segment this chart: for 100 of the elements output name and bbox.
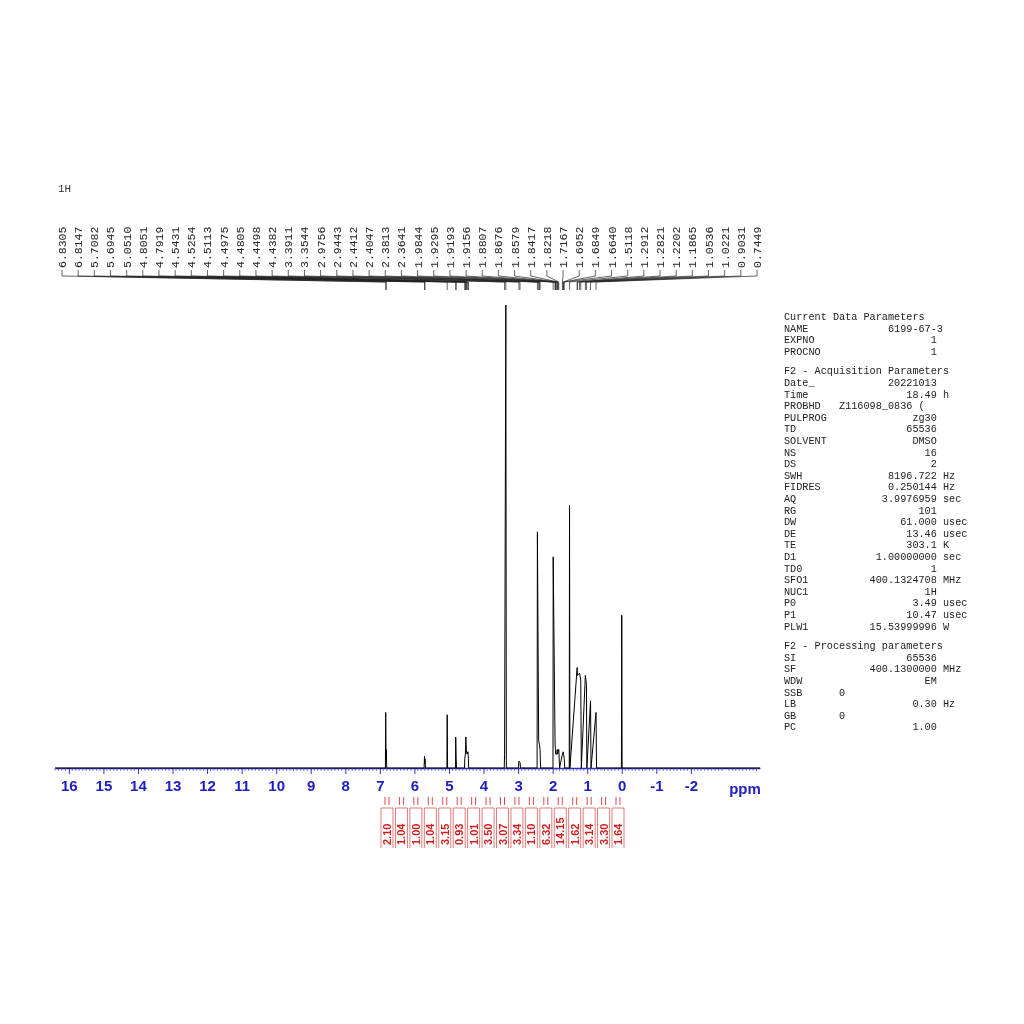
- annotation: 2.9443: [330, 226, 344, 268]
- x-tick-label: 12: [199, 776, 216, 794]
- x-tick-label: 7: [376, 776, 385, 794]
- text: Current Data Parameters: [784, 312, 925, 323]
- x-tick-label: -1: [650, 776, 664, 794]
- annotation: 2.9756: [314, 226, 328, 268]
- text: 1.10: [525, 823, 538, 845]
- text: DW 61.000 usec: [784, 517, 968, 529]
- annotation: 5.7082: [88, 226, 102, 268]
- text: PLW1 15.53999996 W: [784, 621, 950, 633]
- text: TD0 1: [784, 563, 937, 575]
- annotation: 0.7449: [751, 226, 764, 268]
- annotation: 5.0510: [120, 226, 134, 268]
- annotation: 1.8676: [492, 226, 506, 268]
- annotation: 1.9156: [460, 226, 474, 268]
- text: LB 0.30 Hz: [784, 699, 956, 711]
- annotation: 2.4047: [363, 226, 377, 268]
- annotation: 3.3544: [298, 226, 312, 268]
- chart-title: 1H: [58, 183, 72, 195]
- annotation: 1.8579: [508, 226, 522, 268]
- annotation: 1.5118: [621, 226, 635, 268]
- text: EXPNO 1: [784, 335, 937, 347]
- annotation: 1.8417: [524, 226, 538, 268]
- x-tick-label: -2: [684, 776, 699, 794]
- x-axis-title: ppm: [729, 780, 761, 797]
- text: F2 - Acquisition Parameters: [784, 366, 950, 378]
- annotation: 4.4805: [233, 226, 247, 268]
- annotation: 1.2912: [637, 226, 651, 268]
- text: SOLVENT DMSO: [784, 436, 937, 447]
- x-tick-label: 13: [164, 776, 182, 794]
- text: Time 18.49 h: [784, 389, 950, 401]
- annotation: 1.7167: [557, 226, 571, 268]
- text: NS 16: [784, 447, 937, 459]
- text: SI 65536: [784, 652, 937, 664]
- text: SF 400.1300000 MHz: [784, 664, 962, 676]
- text: 1.64: [612, 822, 624, 845]
- text: 1.62: [568, 823, 581, 845]
- text: SWH 8196.722 Hz: [784, 470, 956, 482]
- annotation: 1.2202: [670, 226, 684, 268]
- text: PROBHD Z116098_0836 (: [784, 401, 925, 413]
- annotation: 1.9295: [427, 226, 441, 268]
- text: SFO1 400.1324708 MHz: [784, 575, 962, 587]
- text: F2 - Processing parameters: [784, 641, 943, 653]
- text: 1.00: [409, 823, 422, 845]
- text: P1 10.47 usec: [784, 610, 968, 621]
- annotation: 4.4498: [249, 226, 263, 268]
- text: NAME 6199-67-3: [784, 323, 943, 335]
- text: GB 0: [784, 710, 846, 722]
- annotation: 4.5431: [169, 226, 183, 268]
- text: TD 65536: [784, 424, 937, 436]
- annotation: 2.3641: [395, 226, 409, 268]
- x-tick-label: 1: [583, 776, 592, 794]
- text: 1.04: [395, 822, 408, 845]
- text: 3.30: [597, 823, 610, 845]
- text: 3.50: [482, 823, 495, 845]
- x-tick-label: 10: [268, 776, 286, 794]
- annotation: 6.8305: [56, 226, 69, 268]
- annotation: 1.1865: [686, 226, 700, 268]
- annotation: 1.9844: [411, 226, 425, 268]
- annotation: 4.4975: [217, 226, 231, 268]
- text: PULPROG zg30: [784, 412, 937, 424]
- text: AQ 3.9976959 sec: [784, 494, 962, 505]
- annotation: 3.3911: [282, 226, 296, 268]
- text: 1.01: [467, 823, 480, 845]
- text: SSB 0: [784, 687, 846, 699]
- text: 3.14: [583, 822, 596, 845]
- text: 14.15: [554, 817, 567, 845]
- x-tick-label: 2: [548, 776, 558, 794]
- x-tick-label: 0: [618, 776, 627, 794]
- text: 2.10: [381, 823, 393, 845]
- x-tick-label: 16: [60, 776, 78, 794]
- text: PC 1.00: [784, 722, 937, 734]
- annotation: 1.6640: [605, 226, 619, 268]
- text: 0.93: [453, 823, 466, 845]
- x-tick-label: 4: [479, 776, 489, 794]
- text: NUC1 1H: [784, 586, 937, 598]
- annotation: 1.6952: [573, 226, 587, 268]
- annotation: 1.6849: [589, 226, 603, 268]
- text: 3.34: [510, 822, 523, 845]
- text: Date_ 20221013: [784, 378, 937, 389]
- text: DS 2: [784, 459, 937, 471]
- annotation: 4.5254: [185, 226, 199, 268]
- text: DE 13.46 usec: [784, 528, 968, 540]
- annotation: 1.0221: [718, 226, 732, 268]
- annotation: 4.8051: [136, 226, 150, 268]
- x-tick-label: 15: [95, 776, 113, 794]
- text: 6.32: [539, 823, 552, 845]
- annotation: 4.7919: [152, 226, 166, 268]
- text: TE 303.1 K: [784, 540, 950, 552]
- annotation: 1.0536: [702, 226, 716, 268]
- annotation: 1.8218: [540, 226, 554, 268]
- annotation: 5.6945: [104, 226, 118, 268]
- text: 1.04: [424, 822, 437, 845]
- text: RG 101: [784, 505, 937, 517]
- x-tick-label: 8: [341, 776, 350, 794]
- annotation: 6.8147: [72, 226, 86, 268]
- text: 3.07: [496, 823, 509, 845]
- text: FIDRES 0.250144 Hz: [784, 482, 956, 494]
- text: WDW EM: [784, 676, 937, 687]
- annotation: 1.9193: [443, 226, 457, 268]
